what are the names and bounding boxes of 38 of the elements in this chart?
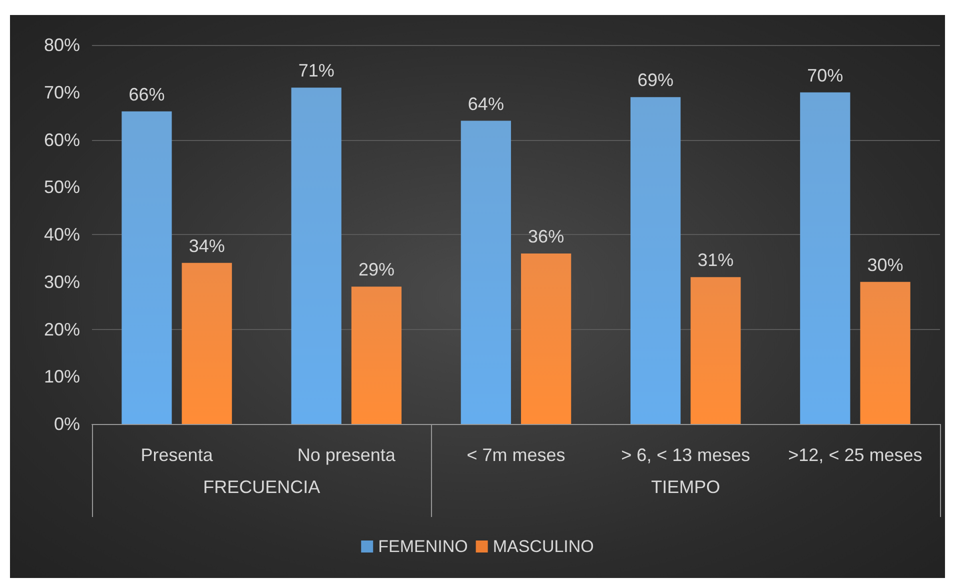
y-tick-label: 30% bbox=[44, 272, 80, 292]
data-label: 31% bbox=[698, 250, 734, 270]
y-tick-label: 70% bbox=[44, 82, 80, 102]
text: FRECUENCIA bbox=[203, 477, 320, 497]
bar bbox=[122, 111, 172, 424]
data-label: 30% bbox=[867, 254, 904, 275]
data-label: 64% bbox=[468, 94, 504, 114]
data-label: 71% bbox=[298, 60, 334, 81]
legend-label: MASCULINO bbox=[492, 537, 594, 556]
data-label: 36% bbox=[528, 226, 564, 246]
bar bbox=[291, 88, 342, 424]
y-tick-label: 10% bbox=[44, 366, 80, 387]
bar bbox=[690, 277, 741, 424]
y-tick-label: 40% bbox=[44, 224, 80, 244]
y-tick-label: 0% bbox=[54, 414, 80, 434]
bar bbox=[800, 92, 850, 424]
y-tick-label: 50% bbox=[44, 177, 80, 198]
y-tick-label: 80% bbox=[44, 35, 80, 55]
x-tick-label: < 7m meses bbox=[466, 445, 566, 465]
y-tick-label: 60% bbox=[44, 130, 80, 150]
y-tick-label: 20% bbox=[44, 319, 80, 340]
bar bbox=[860, 282, 910, 424]
bar bbox=[521, 253, 572, 424]
data-label: 69% bbox=[638, 70, 674, 90]
x-tick-label: >12, < 25 meses bbox=[788, 445, 922, 465]
x-tick-label: > 6, < 13 meses bbox=[621, 445, 750, 465]
x-tick-label: No presenta bbox=[297, 445, 396, 465]
bar bbox=[630, 97, 681, 424]
bar bbox=[460, 120, 511, 424]
data-label: 34% bbox=[188, 236, 225, 256]
legend-label: FEMENINO bbox=[378, 537, 468, 556]
data-label: 29% bbox=[358, 260, 394, 280]
x-tick-label: Presenta bbox=[140, 445, 214, 465]
data-label: 66% bbox=[128, 84, 165, 104]
bar bbox=[351, 286, 402, 424]
bar bbox=[182, 262, 232, 424]
data-label: 70% bbox=[807, 65, 844, 86]
text: TIEMPO bbox=[651, 477, 720, 497]
